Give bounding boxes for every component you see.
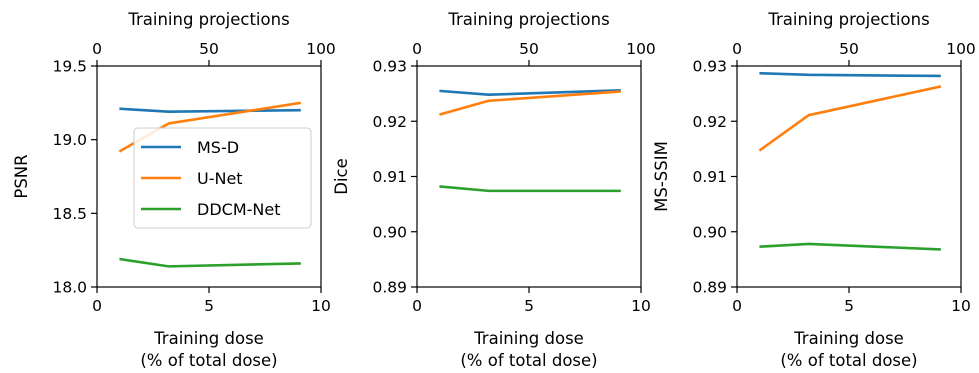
top-x-axis-title: Training projections [447,10,609,29]
top-x-axis-title: Training projections [767,10,929,29]
top-x-tick-label: 0 [412,40,422,58]
x-tick-label: 5 [204,297,214,315]
series-line-ms-d [119,107,301,113]
series-line-u-net [439,90,621,116]
x-tick-label: 5 [844,297,854,315]
y-tick-label: 0.93 [692,58,727,76]
plot-frame [736,65,962,288]
x-tick-label: 0 [732,297,742,315]
series-line-u-net [758,85,942,152]
x-axis-subtitle: (% of total dose) [140,351,277,370]
x-tick-label: 10 [631,297,651,315]
y-tick-label: 0.89 [372,279,407,297]
y-tick-label: 0.89 [692,279,727,297]
y-tick-label: 0.92 [372,113,407,131]
x-tick-label: 0 [92,297,102,315]
legend-label-ddcm-net: DDCM-Net [197,200,280,219]
top-x-tick-label: 50 [199,40,219,58]
y-tick-label: 0.91 [372,168,407,186]
top-x-tick-label: 50 [519,40,539,58]
series-line-ms-d [759,71,941,78]
y-tick-label: 0.92 [692,113,727,131]
top-x-tick-label: 0 [732,40,742,58]
x-tick-label: 5 [524,297,534,315]
y-tick-label: 0.90 [372,223,407,241]
y-tick-label: 18.0 [52,279,87,297]
x-axis-subtitle: (% of total dose) [780,351,917,370]
series-line-ms-d [439,89,621,97]
series-line-ddcm-net [759,242,941,251]
y-tick-label: 0.93 [372,58,407,76]
legend-label-ms-d: MS-D [197,138,239,157]
y-tick-label: 19.0 [52,131,87,149]
x-axis-title: Training dose [473,329,584,348]
x-tick-label: 0 [412,297,422,315]
y-tick-label: 0.91 [692,168,727,186]
x-axis-title: Training dose [793,329,904,348]
top-x-tick-label: 100 [946,40,976,58]
top-x-axis-title: Training projections [127,10,289,29]
top-x-tick-label: 100 [306,40,336,58]
series-line-ddcm-net [119,257,301,268]
y-axis-title: MS-SSIM [652,141,671,212]
series-line-ddcm-net [439,185,621,193]
y-axis-title: PSNR [12,154,31,198]
y-tick-label: 19.5 [52,58,87,76]
x-axis-title: Training dose [153,329,264,348]
y-tick-label: 18.5 [52,205,87,223]
legend-box [133,127,312,229]
legend-label-u-net: U-Net [197,169,243,188]
top-x-tick-label: 0 [92,40,102,58]
y-tick-label: 0.90 [692,223,727,241]
top-x-tick-label: 100 [626,40,656,58]
top-x-tick-label: 50 [839,40,859,58]
x-axis-subtitle: (% of total dose) [460,351,597,370]
x-tick-label: 10 [311,297,331,315]
y-axis-title: Dice [332,158,351,195]
legend: MS-D U-Net DDCM-Net [133,127,312,229]
x-tick-label: 10 [951,297,971,315]
